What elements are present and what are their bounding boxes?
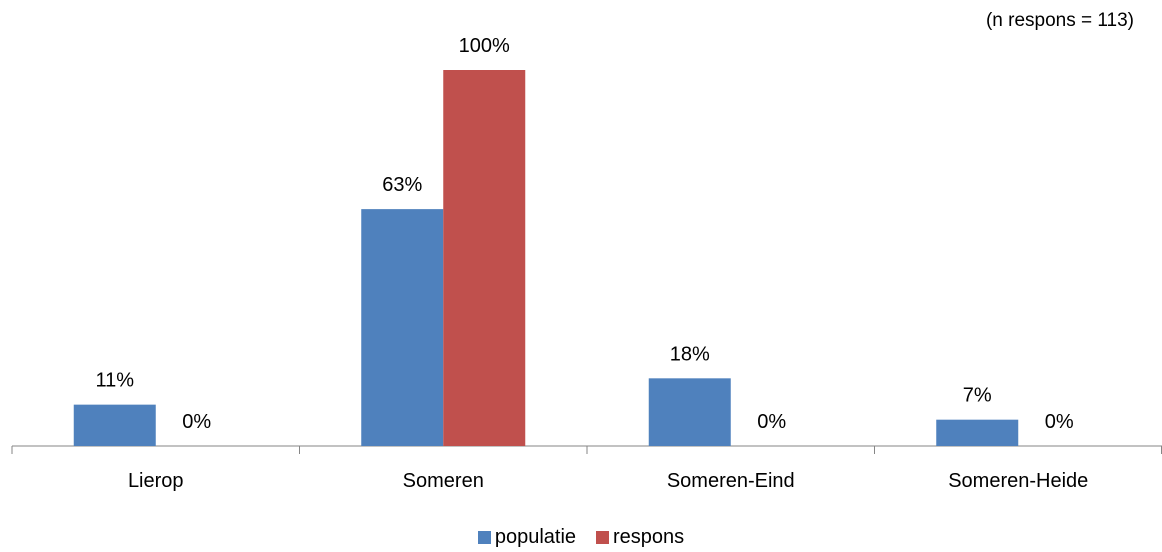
data-label-respons-someren-eind: 0%: [757, 411, 786, 433]
legend-label-respons: respons: [613, 526, 685, 548]
bar-populatie-someren-heide: [936, 419, 1019, 446]
legend-item-respons: respons: [596, 525, 684, 549]
data-label-respons-someren-heide: 0%: [1045, 411, 1074, 433]
bar-populatie-lierop: [73, 404, 156, 446]
data-label-populatie-someren-heide: 7%: [963, 385, 992, 407]
data-label-populatie-someren-eind: 18%: [670, 343, 710, 365]
bar-populatie-someren: [361, 209, 444, 446]
category-label-lierop: Lierop: [128, 470, 184, 492]
category-label-someren-eind: Someren-Eind: [667, 470, 795, 492]
legend-label-populatie: populatie: [494, 526, 577, 548]
legend-swatch-respons: [596, 530, 610, 544]
legend-item-populatie: populatie: [477, 525, 577, 549]
category-label-someren-heide: Someren-Heide: [948, 470, 1088, 492]
data-label-respons-someren: 100%: [459, 35, 510, 57]
data-label-populatie-lierop: 11%: [95, 370, 134, 392]
category-label-someren: Someren: [403, 470, 484, 492]
bar-respons-someren: [443, 70, 526, 446]
bar-populatie-someren-eind: [648, 378, 731, 446]
legend-swatch-populatie: [477, 530, 491, 544]
legend: populatie respons: [0, 525, 1162, 549]
bar-chart: 11% 0% Lierop 63% 100% Someren 18% 0% Someren-Ei…: [11, 35, 1162, 492]
data-label-respons-lierop: 0%: [182, 411, 211, 433]
data-label-populatie-someren: 63%: [382, 174, 422, 196]
sample-size-note: (n respons = 113): [985, 10, 1134, 31]
